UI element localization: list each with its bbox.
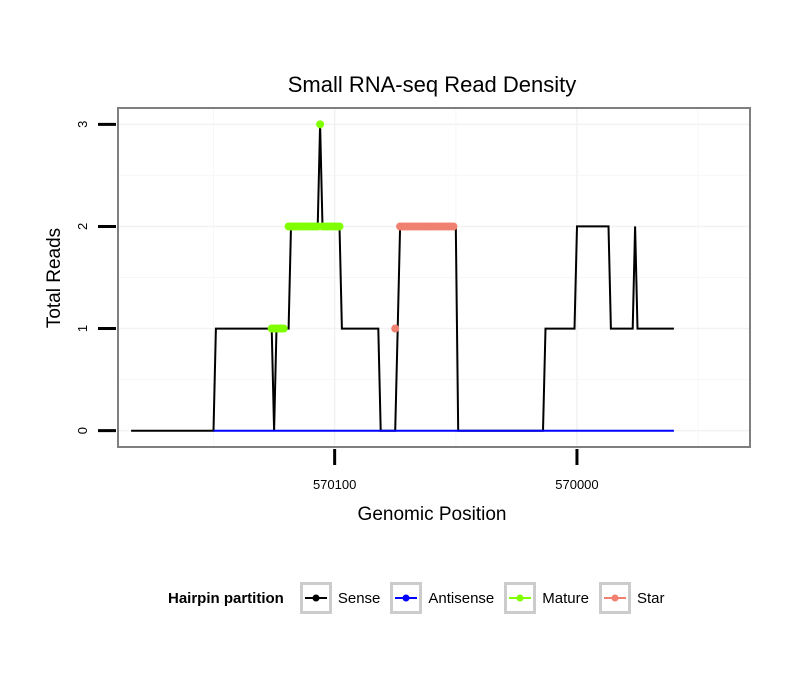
y-tick-label: 3	[75, 121, 90, 128]
legend-title: Hairpin partition	[168, 589, 284, 607]
legend-key-mature	[504, 582, 537, 614]
data-point-mature	[335, 222, 344, 231]
legend-label-star: Star	[636, 589, 665, 607]
x-tick-label: 570000	[555, 477, 598, 492]
legend: Hairpin partition Sense Antisense Mature…	[168, 578, 674, 618]
y-tick-label: 1	[75, 325, 90, 332]
legend-item-star: Star	[598, 582, 665, 614]
legend-label-antisense: Antisense	[428, 589, 495, 607]
legend-item-antisense: Antisense	[390, 582, 494, 614]
legend-key-star	[598, 582, 631, 614]
x-axis-title: Genomic Position	[358, 504, 507, 525]
data-point-star	[391, 324, 400, 333]
legend-item-mature: Mature	[504, 582, 589, 614]
y-axis-title: Total Reads	[44, 228, 65, 328]
data-point-mature	[316, 120, 325, 129]
series-layer	[131, 120, 674, 432]
chart-title: Small RNA-seq Read Density	[288, 72, 577, 97]
legend-label-mature: Mature	[542, 589, 589, 607]
legend-label-sense: Sense	[337, 589, 381, 607]
x-tick-label: 570100	[313, 477, 356, 492]
y-tick-label: 2	[75, 223, 90, 230]
axes: 0 1 2 3 570100 570000	[75, 121, 599, 492]
data-point-star	[449, 222, 458, 231]
legend-item-sense: Sense	[299, 582, 381, 614]
legend-key-antisense	[390, 582, 423, 614]
y-tick-label: 0	[75, 427, 90, 434]
data-point-mature	[279, 324, 288, 333]
legend-key-sense	[299, 582, 332, 614]
